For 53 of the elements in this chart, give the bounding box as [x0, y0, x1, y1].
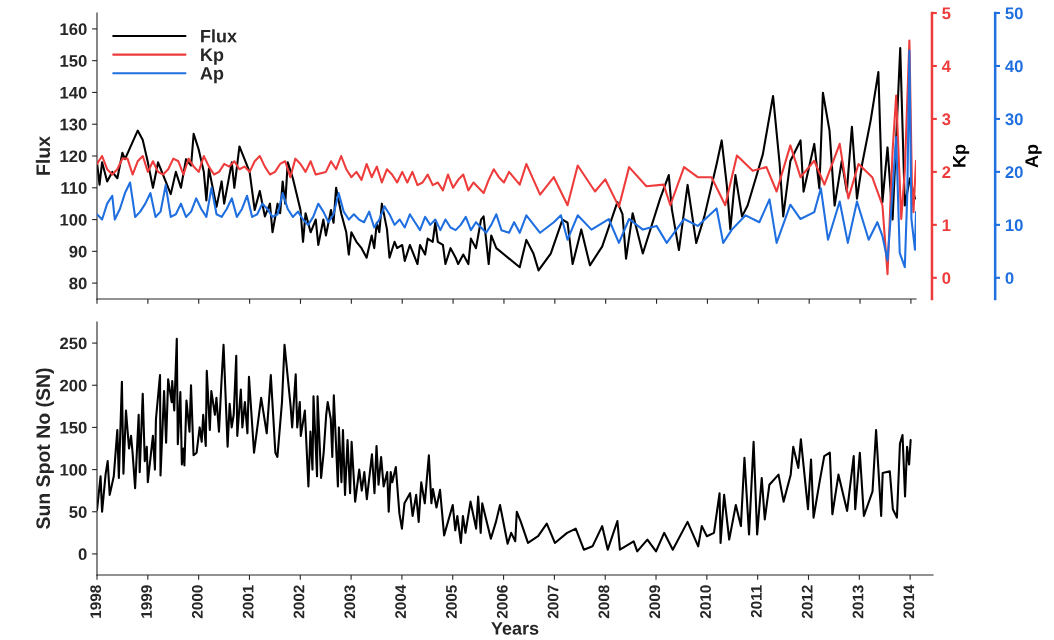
- y-tick-label: 130: [60, 118, 87, 131]
- legend-label: Kp: [201, 48, 224, 65]
- y-tick-label: 150: [60, 421, 87, 434]
- y-tick-label: 110: [61, 182, 87, 194]
- y-tick-label: 120: [60, 150, 87, 163]
- x-tick-label: 2004: [395, 584, 407, 619]
- x-axis-title: Years: [491, 622, 539, 635]
- y-tick-label: 100: [60, 213, 87, 226]
- x-tick-label: 2014: [903, 584, 915, 619]
- y3-tick-label: 0: [1005, 272, 1014, 285]
- x-tick-label: 1998: [90, 585, 102, 618]
- y-tick-label: 250: [60, 337, 87, 350]
- x-tick-label: 2006: [496, 585, 508, 619]
- y-tick-label: 160: [60, 23, 87, 36]
- y2-tick-label: 3: [942, 113, 951, 126]
- y-axis-title: Sun Spot No (SN): [35, 368, 54, 529]
- y2-tick-label: 5: [942, 7, 951, 20]
- x-tick-label: 2002: [293, 585, 305, 619]
- x-tick-label: 2000: [191, 585, 203, 619]
- x-tick-label: 2005: [446, 585, 457, 619]
- x-tick-label: 2009: [649, 585, 661, 619]
- y-axis-title: Flux: [35, 136, 51, 175]
- y-tick-label: 150: [60, 55, 87, 67]
- y-tick-label: 50: [69, 506, 87, 518]
- legend-label: Flux: [201, 29, 237, 43]
- x-tick-label: 2013: [852, 585, 864, 619]
- y-tick-label: 90: [69, 245, 87, 258]
- y-tick-label: 140: [60, 86, 87, 99]
- y3-tick-label: 30: [1005, 113, 1023, 126]
- y3-axis-title: Ap: [1025, 144, 1042, 168]
- x-tick-label: 2011: [750, 585, 762, 618]
- y3-tick-label: 40: [1005, 60, 1023, 73]
- y3-tick-label: 10: [1005, 219, 1023, 232]
- x-tick-label: 2010: [700, 585, 711, 619]
- line-series: [97, 337, 912, 553]
- y3-tick-label: 20: [1005, 166, 1023, 179]
- y2-tick-label: 1: [942, 219, 951, 231]
- y3-tick-label: 50: [1005, 7, 1023, 20]
- y2-tick-label: 0: [942, 272, 951, 285]
- y2-tick-label: 4: [941, 60, 951, 72]
- x-tick-label: 1999: [141, 585, 152, 618]
- x-tick-label: 2012: [801, 585, 813, 619]
- legend-label: Ap: [200, 67, 224, 84]
- x-tick-label: 2001: [242, 585, 254, 619]
- y2-axis-title: Kp: [953, 144, 970, 167]
- y-tick-label: 200: [60, 379, 87, 392]
- y2-tick-label: 2: [942, 166, 951, 178]
- y-tick-label: 100: [60, 463, 87, 476]
- x-tick-label: 2003: [344, 585, 356, 619]
- y-tick-label: 0: [78, 548, 87, 561]
- y-tick-label: 80: [69, 277, 87, 290]
- x-tick-label: 2007: [547, 585, 559, 619]
- x-tick-label: 2008: [598, 585, 610, 619]
